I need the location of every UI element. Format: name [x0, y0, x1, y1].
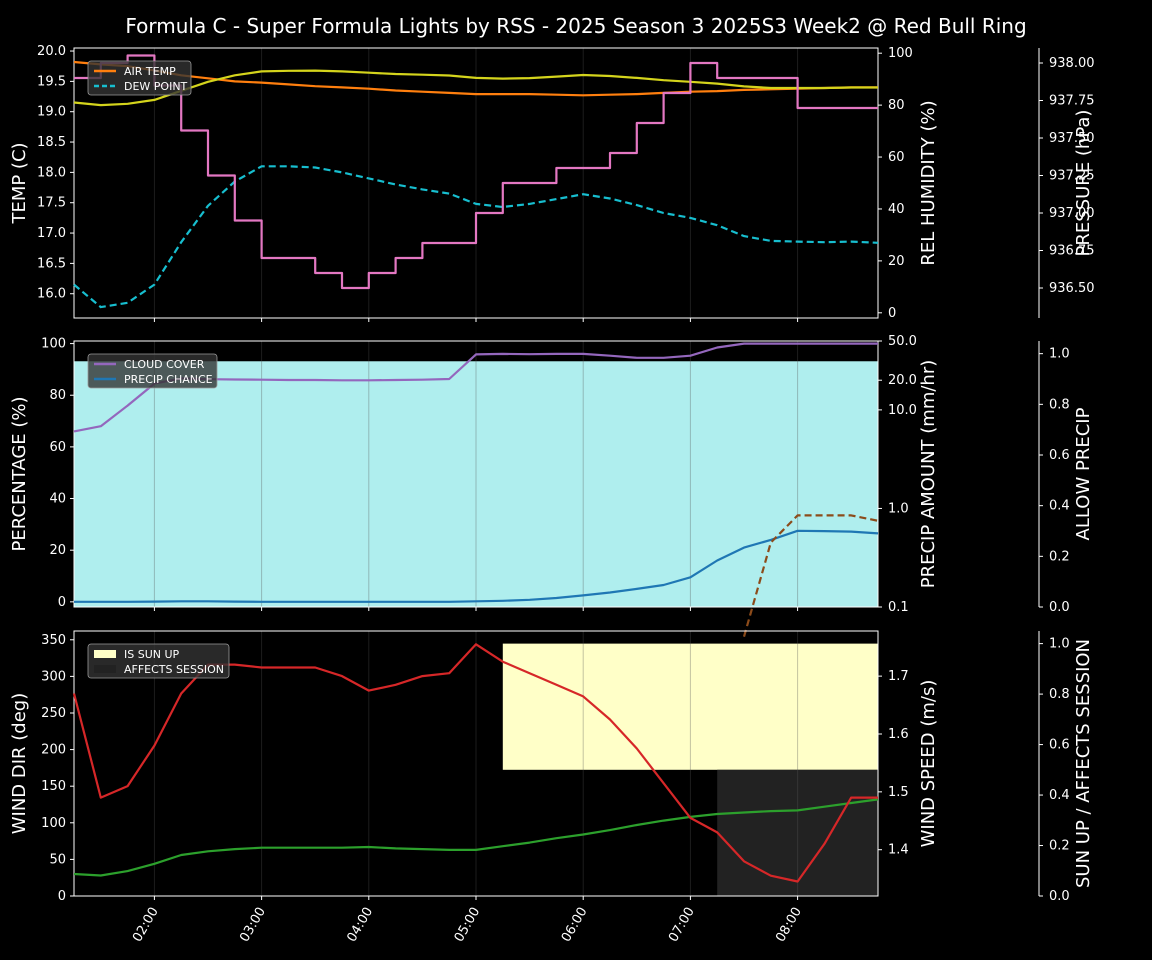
- legend-box: [87, 643, 230, 679]
- right2-tick-label: 0.8: [1049, 397, 1070, 412]
- legend-label: DEW POINT: [124, 80, 188, 93]
- right2-tick-label: 1.0: [1049, 347, 1070, 362]
- left-axis-label: WIND DIR (deg): [9, 693, 30, 835]
- right1-tick-label: 20: [888, 254, 905, 269]
- left-tick-label: 16.0: [37, 287, 66, 302]
- left-tick-label: 150: [41, 779, 66, 794]
- x-tick-label: 02:00: [130, 905, 162, 945]
- sun-up-area: [502, 643, 878, 770]
- right1-axis-label: PRECIP AMOUNT (mm/hr): [918, 360, 939, 589]
- x-tick-label: 06:00: [559, 905, 591, 945]
- right1-tick-label: 40: [888, 202, 905, 217]
- right2-tick-label: 0.8: [1049, 687, 1070, 702]
- legend-label: PRECIP CHANCE: [124, 373, 213, 386]
- right2-axis-label: ALLOW PRECIP: [1073, 407, 1094, 540]
- x-tick-label: 08:00: [773, 905, 805, 945]
- right2-tick-label: 0.0: [1049, 889, 1070, 904]
- right1-tick-label: 1.4: [888, 843, 909, 858]
- right2-tick-label: 936.75: [1049, 244, 1095, 259]
- right1-tick-label: 100: [888, 46, 913, 61]
- left-tick-label: 100: [41, 337, 66, 352]
- left-tick-label: 80: [49, 388, 66, 403]
- left-tick-label: 60: [49, 440, 66, 455]
- wind-dir-line: [73, 798, 879, 877]
- precip-amount-line: [742, 514, 879, 638]
- right1-tick-label: 20.0: [888, 373, 917, 388]
- right1-tick-label: 80: [888, 98, 905, 113]
- left-tick-label: 200: [41, 743, 66, 758]
- left-tick-label: 19.0: [37, 105, 66, 120]
- right1-tick-label: 60: [888, 150, 905, 165]
- right1-tick-label: 1.5: [888, 785, 909, 800]
- legend-label: AIR TEMP: [124, 65, 176, 78]
- right2-tick-label: 937.25: [1049, 169, 1095, 184]
- left-tick-label: 20: [49, 543, 66, 558]
- legend-swatch: [94, 665, 116, 673]
- left-tick-label: 350: [41, 633, 66, 648]
- legend-label: AFFECTS SESSION: [124, 663, 224, 676]
- x-tick-label: 03:00: [237, 905, 269, 945]
- legend-label: IS SUN UP: [124, 648, 180, 661]
- left-tick-label: 250: [41, 706, 66, 721]
- pressure-line: [74, 54, 878, 290]
- right2-tick-label: 936.50: [1049, 281, 1095, 296]
- left-axis-label: PERCENTAGE (%): [9, 396, 30, 551]
- right1-tick-label: 1.6: [888, 727, 909, 742]
- x-tick-label: 05:00: [452, 905, 484, 945]
- left-tick-label: 0: [58, 595, 66, 610]
- right2-tick-label: 0.4: [1049, 788, 1070, 803]
- legend-box: [87, 353, 218, 389]
- right1-tick-label: 1.0: [888, 501, 909, 516]
- air-temp-line: [73, 60, 878, 97]
- right2-tick-label: 0.0: [1049, 600, 1070, 615]
- left-tick-label: 0: [58, 889, 66, 904]
- right2-tick-label: 0.2: [1049, 549, 1070, 564]
- right2-tick-label: 0.6: [1049, 738, 1070, 753]
- right1-axis-label: REL HUMIDITY (%): [918, 100, 939, 265]
- left-tick-label: 18.0: [37, 165, 66, 180]
- right2-tick-label: 938.00: [1049, 56, 1095, 71]
- right2-axis-label: PRESSURE (hPa): [1073, 110, 1094, 257]
- left-tick-label: 50: [49, 852, 66, 867]
- left-tick-label: 18.5: [37, 135, 66, 150]
- legend-label: CLOUD COVER: [124, 358, 205, 371]
- right2-tick-label: 937.00: [1049, 206, 1095, 221]
- left-tick-label: 20.0: [37, 44, 66, 59]
- left-axis-label: TEMP (C): [9, 142, 30, 224]
- right2-tick-label: 0.4: [1049, 499, 1070, 514]
- right2-axis-label: SUN UP / AFFECTS SESSION: [1073, 639, 1094, 888]
- allow-precip-area: [74, 361, 878, 607]
- right1-tick-label: 50.0: [888, 334, 917, 349]
- left-tick-label: 300: [41, 669, 66, 684]
- right1-axis-label: WIND SPEED (m/s): [918, 680, 939, 848]
- left-tick-label: 16.5: [37, 256, 66, 271]
- right2-tick-label: 1.0: [1049, 637, 1070, 652]
- right2-tick-label: 937.75: [1049, 94, 1095, 109]
- right1-tick-label: 0: [888, 306, 896, 321]
- right1-tick-label: 1.7: [888, 669, 909, 684]
- left-tick-label: 17.0: [37, 226, 66, 241]
- right1-tick-label: 10.0: [888, 403, 917, 418]
- page-title: Formula C - Super Formula Lights by RSS …: [125, 14, 1027, 38]
- x-tick-label: 04:00: [344, 905, 376, 945]
- left-tick-label: 19.5: [37, 74, 66, 89]
- precip-chance-line: [74, 529, 879, 603]
- right2-tick-label: 937.50: [1049, 131, 1095, 146]
- x-tick-label: 07:00: [666, 905, 698, 945]
- humidity-line: [73, 69, 878, 107]
- left-tick-label: 100: [41, 816, 66, 831]
- dew-point-line: [73, 165, 879, 309]
- left-tick-label: 40: [49, 492, 66, 507]
- right2-tick-label: 0.6: [1049, 448, 1070, 463]
- left-tick-label: 17.5: [37, 196, 66, 211]
- right2-tick-label: 0.2: [1049, 839, 1070, 854]
- affects-session-area: [717, 769, 878, 896]
- right1-tick-label: 0.1: [888, 600, 909, 615]
- legend-swatch: [94, 650, 116, 658]
